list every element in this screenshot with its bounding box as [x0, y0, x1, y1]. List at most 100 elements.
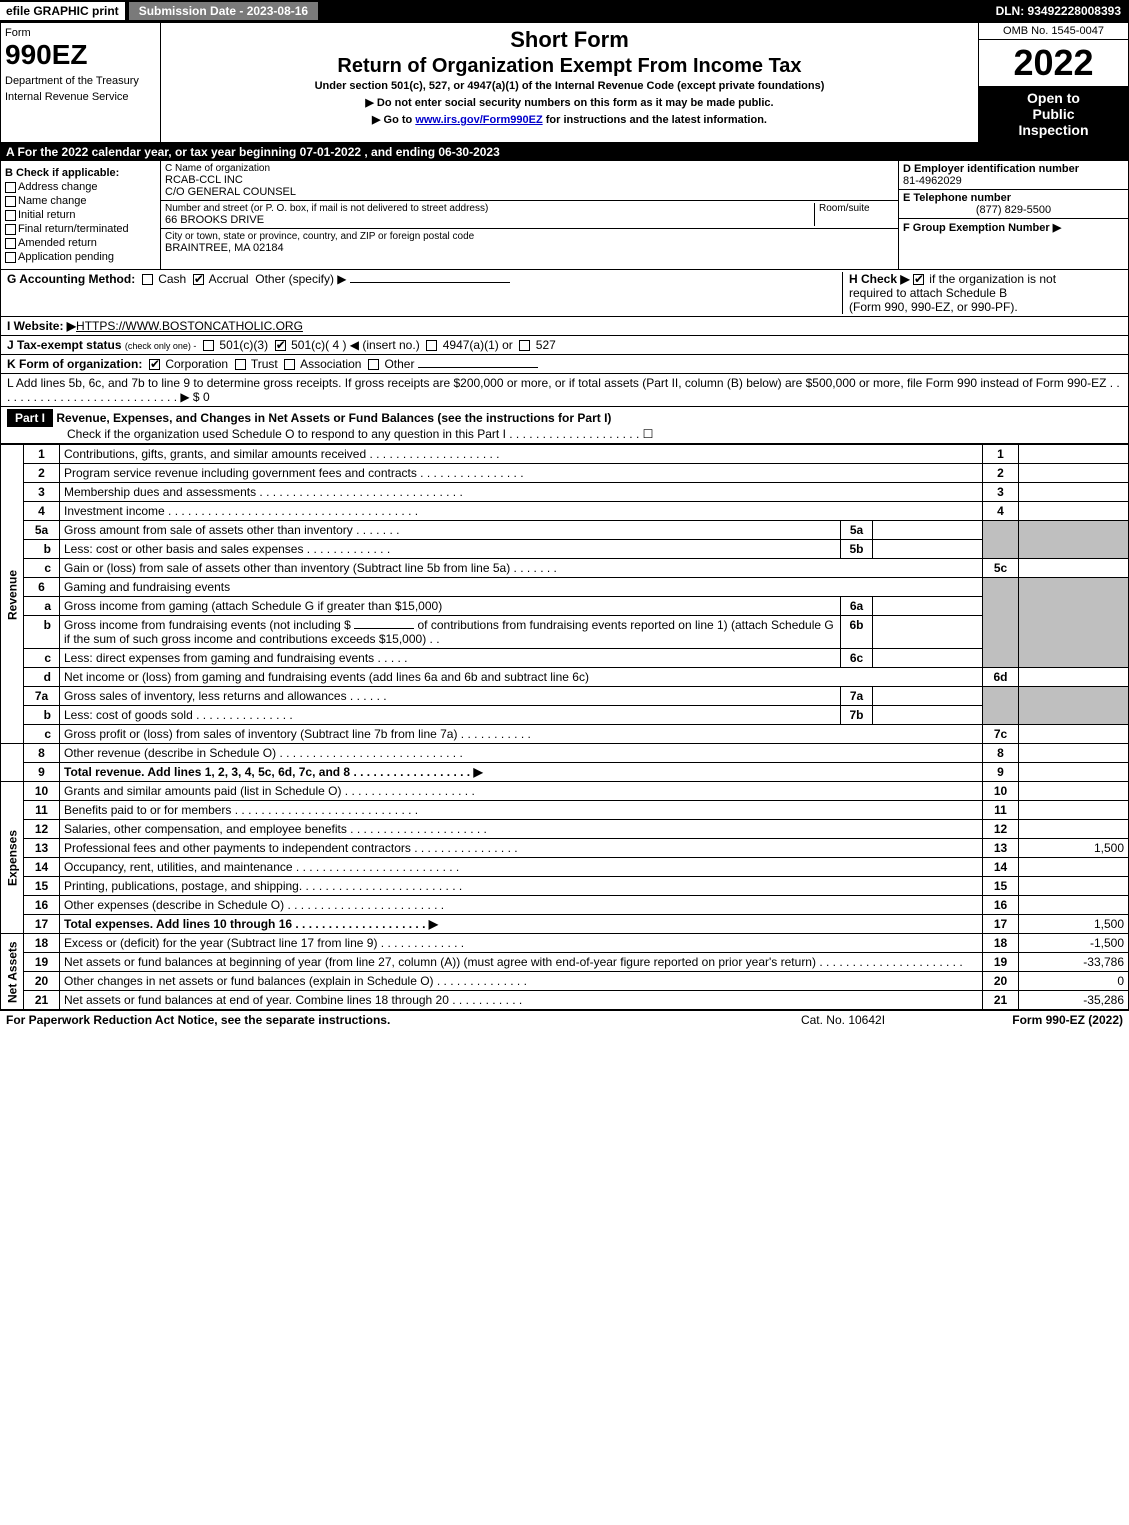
line6b-desc: Gross income from fundraising events (no…: [60, 616, 841, 649]
table-row: 5aGross amount from sale of assets other…: [1, 521, 1129, 540]
line6c-desc: Less: direct expenses from gaming and fu…: [60, 649, 841, 668]
box-c: C Name of organization RCAB-CCL INC C/O …: [161, 161, 898, 269]
h-text2: required to attach Schedule B: [849, 286, 1007, 300]
inspection-line1: Open to: [983, 90, 1124, 106]
header-right: OMB No. 1545-0047 2022 Open to Public In…: [978, 23, 1128, 142]
checkbox-icon[interactable]: [149, 359, 160, 370]
line15-desc: Printing, publications, postage, and shi…: [60, 877, 983, 896]
table-row: 8Other revenue (describe in Schedule O) …: [1, 744, 1129, 763]
line14-desc: Occupancy, rent, utilities, and maintena…: [60, 858, 983, 877]
v21: -35,286: [1019, 991, 1129, 1010]
v18: -1,500: [1019, 934, 1129, 953]
table-row: Net Assets 18Excess or (deficit) for the…: [1, 934, 1129, 953]
expenses-vlabel: Expenses: [1, 782, 24, 934]
check-pending: Application pending: [5, 251, 156, 263]
paperwork-notice: For Paperwork Reduction Act Notice, see …: [6, 1013, 743, 1027]
omb-number: OMB No. 1545-0047: [979, 23, 1128, 40]
form-title: Return of Organization Exempt From Incom…: [165, 55, 974, 78]
checkbox-icon[interactable]: [284, 359, 295, 370]
inspection-line2: Public: [983, 106, 1124, 122]
h-text3: (Form 990, 990-EZ, or 990-PF).: [849, 300, 1018, 314]
line7a-desc: Gross sales of inventory, less returns a…: [60, 687, 841, 706]
part1-title: Revenue, Expenses, and Changes in Net As…: [56, 411, 611, 425]
revenue-vlabel: Revenue: [1, 445, 24, 744]
name-label: C Name of organization: [165, 163, 894, 174]
tax-year: 2022: [979, 40, 1128, 86]
efile-label: efile GRAPHIC print: [0, 2, 125, 20]
checkbox-icon[interactable]: [5, 210, 16, 221]
line-k: K Form of organization: Corporation Trus…: [0, 355, 1129, 374]
cat-no: Cat. No. 10642I: [743, 1013, 943, 1027]
checkbox-icon[interactable]: [5, 196, 16, 207]
cash-opt: Cash: [158, 272, 186, 286]
part1-label: Part I: [7, 409, 53, 427]
info-box: B Check if applicable: Address change Na…: [0, 161, 1129, 270]
checkbox-icon[interactable]: [5, 252, 16, 263]
check-initial: Initial return: [5, 209, 156, 221]
line1-desc: Contributions, gifts, grants, and simila…: [60, 445, 983, 464]
city-value: BRAINTREE, MA 02184: [165, 242, 894, 254]
checkbox-icon[interactable]: [142, 274, 153, 285]
line6-desc: Gaming and fundraising events: [60, 578, 983, 597]
g-label: G Accounting Method:: [7, 272, 135, 286]
box-e: E Telephone number (877) 829-5500: [899, 190, 1128, 219]
line16-desc: Other expenses (describe in Schedule O) …: [60, 896, 983, 915]
checkbox-icon[interactable]: [913, 274, 924, 285]
table-row: cGain or (loss) from sale of assets othe…: [1, 559, 1129, 578]
line5c-desc: Gain or (loss) from sale of assets other…: [60, 559, 983, 578]
street-row: Number and street (or P. O. box, if mail…: [161, 201, 898, 229]
line7c-desc: Gross profit or (loss) from sales of inv…: [60, 725, 983, 744]
table-row: 11Benefits paid to or for members . . . …: [1, 801, 1129, 820]
line-h: H Check ▶ if the organization is not req…: [842, 272, 1122, 314]
street-label: Number and street (or P. O. box, if mail…: [165, 203, 814, 214]
instr2-prefix: ▶ Go to: [372, 114, 415, 126]
table-row: 3Membership dues and assessments . . . .…: [1, 483, 1129, 502]
checkbox-icon[interactable]: [275, 340, 286, 351]
accrual-opt: Accrual: [209, 272, 249, 286]
table-row: 4Investment income . . . . . . . . . . .…: [1, 502, 1129, 521]
table-row: bLess: cost or other basis and sales exp…: [1, 540, 1129, 559]
top-bar: efile GRAPHIC print Submission Date - 20…: [0, 0, 1129, 22]
checkbox-icon[interactable]: [519, 340, 530, 351]
box-b-title: B Check if applicable:: [5, 167, 156, 179]
form-subtitle: Under section 501(c), 527, or 4947(a)(1)…: [165, 80, 974, 92]
footer: For Paperwork Reduction Act Notice, see …: [0, 1010, 1129, 1029]
table-row: 13Professional fees and other payments t…: [1, 839, 1129, 858]
room-label: Room/suite: [819, 203, 894, 214]
line-j: J Tax-exempt status (check only one) - 5…: [0, 336, 1129, 355]
ein-value: 81-4962029: [903, 175, 1124, 187]
instr-link: ▶ Go to www.irs.gov/Form990EZ for instru…: [165, 113, 974, 126]
i-label: I Website: ▶: [7, 319, 76, 333]
checkbox-icon[interactable]: [235, 359, 246, 370]
j-opt3: 4947(a)(1) or: [443, 338, 513, 352]
checkbox-icon[interactable]: [5, 238, 16, 249]
line5b-desc: Less: cost or other basis and sales expe…: [60, 540, 841, 559]
checkbox-icon[interactable]: [368, 359, 379, 370]
city-row: City or town, state or province, country…: [161, 229, 898, 256]
form-ref-bold: 990-EZ: [1046, 1013, 1085, 1027]
checkbox-icon[interactable]: [5, 182, 16, 193]
table-row: 14Occupancy, rent, utilities, and mainte…: [1, 858, 1129, 877]
table-row: Revenue 1Contributions, gifts, grants, a…: [1, 445, 1129, 464]
short-form-title: Short Form: [165, 27, 974, 53]
box-b: B Check if applicable: Address change Na…: [1, 161, 161, 269]
v19: -33,786: [1019, 953, 1129, 972]
check-name: Name change: [5, 195, 156, 207]
checkbox-icon[interactable]: [193, 274, 204, 285]
form-number: 990EZ: [5, 39, 156, 71]
j-opt1: 501(c)(3): [219, 338, 268, 352]
org-name-row: C Name of organization RCAB-CCL INC C/O …: [161, 161, 898, 201]
line2-desc: Program service revenue including govern…: [60, 464, 983, 483]
phone-label: E Telephone number: [903, 192, 1124, 204]
checkbox-icon[interactable]: [203, 340, 214, 351]
header-center: Short Form Return of Organization Exempt…: [161, 23, 978, 142]
j-opt2: 501(c)( 4 ) ◀ (insert no.): [291, 338, 420, 352]
table-row: 12Salaries, other compensation, and empl…: [1, 820, 1129, 839]
line-g: G Accounting Method: Cash Accrual Other …: [7, 272, 842, 314]
table-row: cLess: direct expenses from gaming and f…: [1, 649, 1129, 668]
checkbox-icon[interactable]: [426, 340, 437, 351]
checkbox-icon[interactable]: [5, 224, 16, 235]
line12-desc: Salaries, other compensation, and employ…: [60, 820, 983, 839]
irs-link[interactable]: www.irs.gov/Form990EZ: [415, 114, 542, 126]
line13-desc: Professional fees and other payments to …: [60, 839, 983, 858]
